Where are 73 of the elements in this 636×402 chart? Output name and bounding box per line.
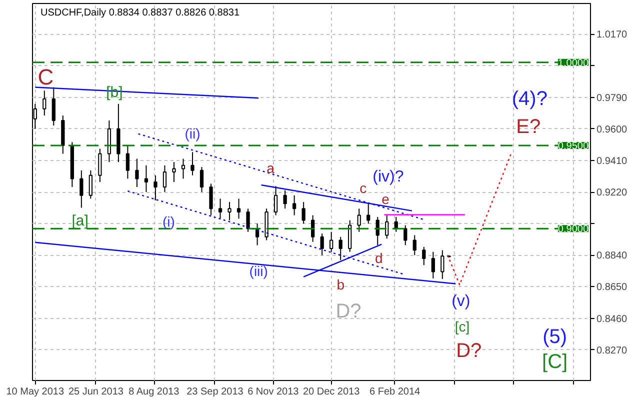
candlestick — [440, 250, 444, 280]
candlestick — [412, 234, 416, 256]
x-tick-label: 10 May 2013 — [6, 386, 64, 398]
candlestick — [190, 152, 194, 176]
annotation: C — [38, 64, 54, 90]
candlestick — [236, 198, 241, 220]
candlestick — [135, 158, 139, 188]
y-tick-label: 0.8650 — [596, 282, 628, 294]
candlestick — [246, 208, 250, 232]
y-tick-label: 0.8460 — [596, 314, 628, 325]
annotation: (i) — [162, 214, 175, 230]
annotation: (v) — [452, 293, 470, 310]
candlestick — [181, 158, 186, 180]
candlestick — [200, 166, 204, 192]
y-tick-label: 0.9220 — [596, 188, 628, 198]
candlestick — [144, 164, 148, 192]
x-tick-label: 20 Dec 2013 — [302, 386, 360, 398]
annotation: D? — [336, 300, 362, 323]
annotation: (iii) — [249, 262, 268, 279]
candlestick — [98, 148, 102, 183]
annotation: a — [266, 160, 275, 176]
annotation: d — [375, 250, 383, 266]
candlestick — [209, 183, 213, 216]
candlestick — [385, 214, 389, 240]
candlestick — [52, 86, 56, 126]
annotation: e — [382, 190, 390, 207]
annotation: (4)? — [512, 88, 548, 110]
candlestick — [42, 90, 46, 116]
candlestick — [154, 174, 158, 201]
y-tick-label: 0.9790 — [596, 92, 628, 104]
annotation: D? — [456, 340, 482, 362]
candlestick — [88, 170, 92, 200]
candlestick — [357, 208, 361, 232]
candlestick — [218, 198, 222, 220]
candlestick — [172, 162, 176, 183]
candlestick — [404, 224, 408, 246]
x-tick-label: 6 Feb 2014 — [370, 386, 421, 398]
x-tick-label: 8 Aug 2013 — [128, 386, 180, 398]
ref-line-label: 1.0000 — [558, 58, 589, 69]
y-tick-label: 1.0170 — [596, 30, 628, 41]
y-tick-label: 0.8270 — [596, 345, 628, 356]
annotation: (ii) — [184, 125, 200, 142]
y-tick-label: 0.8840 — [596, 250, 628, 262]
y-tick-label: 0.9410 — [596, 156, 628, 167]
annotation: (iv)? — [372, 168, 404, 186]
candlestick — [431, 251, 435, 279]
candlestick — [292, 194, 296, 216]
candlestick — [126, 144, 130, 180]
candlestick — [422, 246, 426, 266]
annotation: (5) — [542, 326, 568, 348]
chart-title: USDCHF,Daily 0.8834 0.8837 0.8826 0.8831 — [40, 8, 240, 18]
annotation: c — [360, 180, 367, 196]
candlestick — [274, 186, 278, 216]
candlestick — [162, 164, 167, 192]
annotation: [c] — [454, 318, 470, 334]
ref-line-label: 0.9500 — [558, 140, 589, 152]
candlestick — [283, 190, 287, 210]
x-tick-label: 25 Jun 2013 — [68, 386, 124, 398]
annotation: b — [336, 276, 345, 292]
candlestick — [348, 220, 352, 252]
annotation: E? — [516, 116, 541, 138]
candlestick — [366, 202, 370, 224]
annotation: [C] — [542, 350, 568, 373]
x-tick-label: 23 Sep 2013 — [186, 386, 244, 398]
y-tick-label: 0.9600 — [596, 124, 628, 136]
candlestick — [228, 201, 232, 221]
x-tick-label: 6 Nov 2013 — [248, 386, 300, 398]
candlestick — [302, 201, 306, 224]
candlestick — [80, 170, 84, 208]
candlestick — [320, 233, 324, 256]
annotation: [a] — [72, 212, 88, 230]
candlestick — [338, 236, 342, 261]
candlestick — [330, 231, 334, 252]
